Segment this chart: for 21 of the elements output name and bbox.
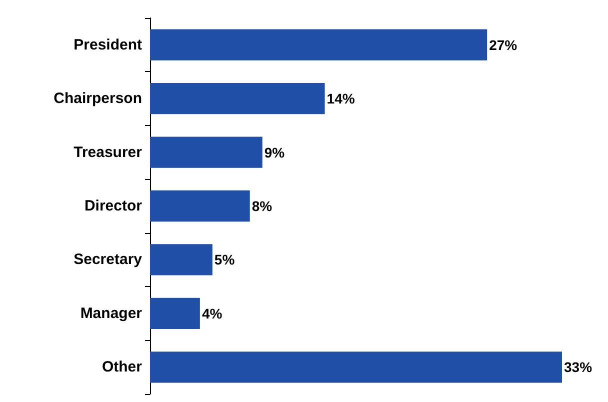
data-label: 4%: [202, 305, 223, 322]
bar: [150, 190, 250, 222]
bar: [150, 29, 488, 60]
data-label: 9%: [264, 144, 286, 160]
bar: [150, 136, 262, 168]
data-label: 27%: [489, 36, 518, 53]
data-label: 33%: [564, 359, 593, 376]
bar: [150, 82, 325, 114]
data-label: 14%: [326, 90, 356, 107]
bar: [150, 298, 200, 330]
y-tick-label: President: [74, 36, 142, 54]
data-label: 5%: [214, 252, 236, 268]
y-tick-label: Treasurer: [74, 144, 142, 161]
y-tick-label: Other: [102, 358, 142, 376]
y-tick-label: Director: [84, 198, 142, 214]
bar: [150, 352, 562, 383]
bar: [150, 244, 212, 276]
data-label: 8%: [252, 198, 273, 214]
y-tick-label: Manager: [80, 304, 142, 322]
y-tick-label: Chairperson: [54, 90, 142, 108]
y-tick-label: Secretary: [74, 251, 143, 268]
